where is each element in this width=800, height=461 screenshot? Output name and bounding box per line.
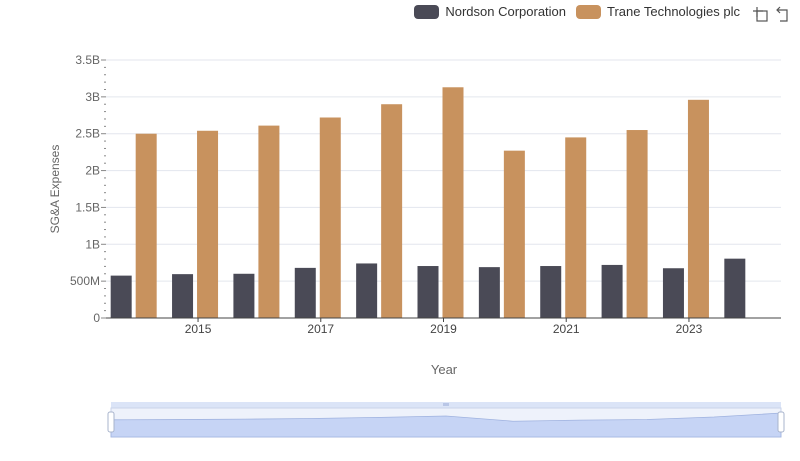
x-tick-label: 2019 [430,322,457,336]
slider-grip-icon[interactable] [443,403,449,406]
bar-nordson-2021[interactable] [540,266,562,318]
y-tick-label: 1.5B [75,200,100,214]
bar-trane-2017[interactable] [319,117,341,318]
x-tick-label: 2017 [307,322,334,336]
chart-toolbar [752,6,792,22]
x-tick-label: 2015 [185,322,212,336]
data-zoom-slider[interactable] [107,402,785,438]
bar-nordson-2016[interactable] [233,273,255,318]
legend-item-nordson[interactable]: Nordson Corporation [414,4,566,19]
x-tick-label: 2021 [553,322,580,336]
zoom-select-icon[interactable] [752,6,768,22]
bar-nordson-2024[interactable] [724,258,746,318]
y-axis-label: SG&A Expenses [48,145,62,234]
bar-trane-2016[interactable] [258,125,280,318]
bar-trane-2018[interactable] [381,104,403,318]
slider-right-handle[interactable] [777,411,785,433]
bar-trane-2019[interactable] [442,87,464,318]
bar-nordson-2017[interactable] [294,267,316,318]
y-tick-label: 3B [85,90,100,104]
bars [110,87,746,318]
legend-swatch-trane [576,4,602,19]
bar-nordson-2014[interactable] [110,275,132,318]
x-axis-label: Year [431,362,458,377]
legend-label-trane: Trane Technologies plc [607,4,740,19]
x-axis: 2015 2017 2019 2021 2023 [106,317,781,336]
legend-swatch-nordson [414,4,440,19]
bar-nordson-2022[interactable] [601,264,623,318]
y-axis: 0 500M 1B 1.5B 2B 2.5B 3B 3.5B [70,53,106,325]
bar-trane-2021[interactable] [565,137,587,318]
legend-item-trane[interactable]: Trane Technologies plc [576,4,740,19]
bar-nordson-2015[interactable] [172,274,194,318]
y-tick-label: 0 [93,311,100,325]
bar-nordson-2020[interactable] [478,267,500,318]
chart-legend: Nordson Corporation Trane Technologies p… [414,4,740,19]
bar-nordson-2018[interactable] [356,263,378,318]
slider-left-handle[interactable] [107,411,115,433]
y-tick-label: 1B [85,237,100,251]
bar-trane-2014[interactable] [135,133,157,318]
bar-nordson-2019[interactable] [417,266,439,318]
slider-overview-area [110,412,782,438]
bar-trane-2015[interactable] [197,130,219,318]
bar-trane-2020[interactable] [503,150,525,318]
bar-trane-2022[interactable] [626,130,648,318]
y-tick-label: 3.5B [75,53,100,67]
y-tick-label: 2B [85,164,100,178]
x-tick-label: 2023 [676,322,703,336]
bar-nordson-2023[interactable] [662,268,684,318]
legend-label-nordson: Nordson Corporation [445,4,567,19]
y-tick-label: 500M [70,274,100,288]
zoom-reset-icon[interactable] [776,6,792,22]
y-tick-label: 2.5B [75,127,100,141]
bar-trane-2023[interactable] [687,99,709,318]
